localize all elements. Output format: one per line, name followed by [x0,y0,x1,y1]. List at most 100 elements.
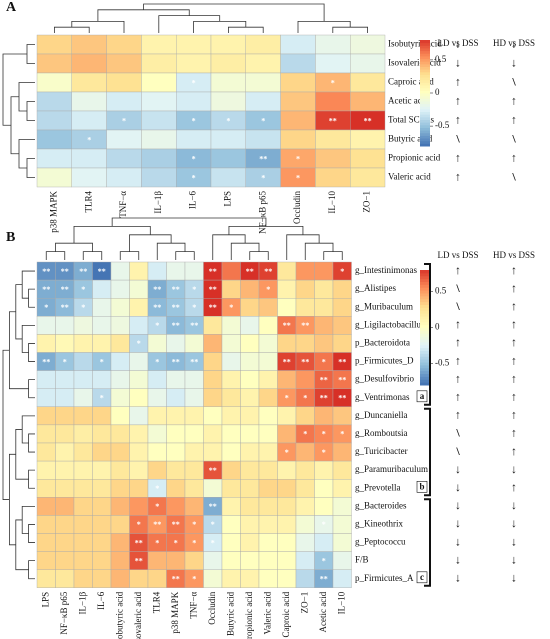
group-label: c [420,572,424,582]
heatmap-cell [184,551,204,570]
colorbar-segment [420,350,430,354]
significance-star: * [192,116,196,125]
heatmap-cell [315,129,351,150]
panel-label: A [6,0,17,15]
heatmap-cell [166,334,186,353]
heatmap-cell [106,53,142,74]
significance-star: * [303,430,307,439]
heatmap-cell [106,91,142,112]
change-arrow: ↑ [455,390,461,404]
heatmap-cell [350,148,386,169]
column-label: Acetic acid [318,591,328,632]
colorbar-segment [420,278,430,282]
colorbar-segment [420,122,430,126]
colorbar-segment [420,327,430,331]
colorbar-segment [420,69,430,73]
heatmap-cell [36,316,56,335]
change-arrow: \ [511,131,516,145]
heatmap-cell [71,167,107,188]
colorbar-tick-label: 0.5 [435,286,447,296]
heatmap-cell [332,442,352,462]
heatmap-cell [277,515,297,534]
heatmap-cell [106,167,142,188]
heatmap-cell [240,460,260,480]
heatmap-cell [258,334,278,353]
row-label: Acetic acid [388,96,429,106]
dendrogram [119,251,140,260]
heatmap-cell [129,388,149,408]
colorbar-segment [420,304,430,308]
dendrogram [2,349,10,500]
dendrogram [228,26,264,33]
heatmap-cell [277,533,297,552]
change-arrow: ↑ [511,390,517,404]
heatmap-cell [36,72,72,93]
heatmap-cell [129,370,149,389]
dendrogram [286,234,320,260]
significance-star: ** [320,375,328,384]
heatmap-cell [221,261,241,281]
heatmap-cell [166,460,186,480]
row-label: g_Kineothrix [355,519,403,529]
heatmap-cell [245,34,281,55]
heatmap-cell [240,370,260,389]
heatmap-cell [175,129,212,150]
heatmap-cell [315,34,351,55]
colorbar-segment [420,119,430,123]
heatmap-cell [332,460,352,480]
colorbar-segment [420,370,430,374]
colorbar-segment [420,42,430,46]
heatmap-cell [240,533,260,552]
colorbar-segment [420,330,430,334]
change-arrow: ↑ [511,112,517,126]
heatmap-cell [36,442,56,462]
heatmap-cell [71,110,107,131]
heatmap-cell [73,515,93,534]
heatmap-cell [240,424,260,444]
heatmap-cell [280,110,316,131]
heatmap-cell [332,533,352,552]
heatmap-cell [36,569,56,589]
heatmap-cell [141,148,177,169]
column-label: IL−1β [153,191,163,214]
colorbar-tick-label: 0 [435,322,440,332]
column-label: TNF−α [118,191,128,218]
heatmap-cell [36,551,56,570]
heatmap-cell [332,479,352,498]
dendrogram [28,288,35,308]
colorbar-segment [420,310,430,314]
colorbar-segment [420,100,430,105]
heatmap-cell [332,298,352,317]
heatmap-cell [245,129,281,150]
heatmap-cell [110,460,130,480]
heatmap-cell [73,479,93,498]
heatmap-cell [73,424,93,444]
heatmap-cell [129,279,149,299]
heatmap-cell [110,442,130,462]
row-label: g_Bacteroides [355,500,407,510]
significance-star: * [211,520,215,529]
significance-star: ** [338,375,346,384]
column-label: Occludin [207,591,217,624]
significance-star: ** [172,357,180,366]
change-arrow: ↓ [455,480,461,494]
change-arrow: \ [455,426,460,440]
heatmap-cell [203,388,223,408]
heatmap-cell [166,497,186,516]
colorbar-segment [420,298,430,303]
heatmap-cell [314,497,334,516]
significance-star: * [100,357,104,366]
colorbar-segment [420,130,430,134]
significance-star: * [322,357,326,366]
colorbar-segment [420,293,430,297]
heatmap-cell [71,72,107,93]
colorbar-segment [420,382,430,386]
heatmap-cell [240,569,260,589]
colorbar-segment [420,135,430,139]
heatmap-cell [240,551,260,570]
heatmap-cell [184,261,204,281]
heatmap-cell [277,460,297,480]
heatmap-cell [110,515,130,534]
colorbar-segment [420,356,430,360]
colorbar-segment [420,98,430,102]
